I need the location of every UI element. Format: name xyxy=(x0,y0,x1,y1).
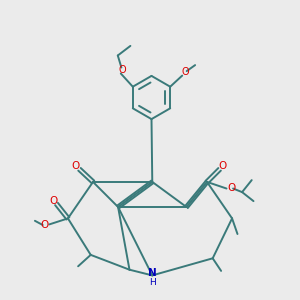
Text: O: O xyxy=(227,183,236,193)
Text: O: O xyxy=(40,220,49,230)
Text: N: N xyxy=(148,268,157,278)
Text: O: O xyxy=(118,64,126,75)
Text: H: H xyxy=(149,278,156,287)
Text: O: O xyxy=(181,67,189,77)
Text: O: O xyxy=(50,196,58,206)
Text: O: O xyxy=(72,161,80,171)
Text: O: O xyxy=(218,161,227,171)
